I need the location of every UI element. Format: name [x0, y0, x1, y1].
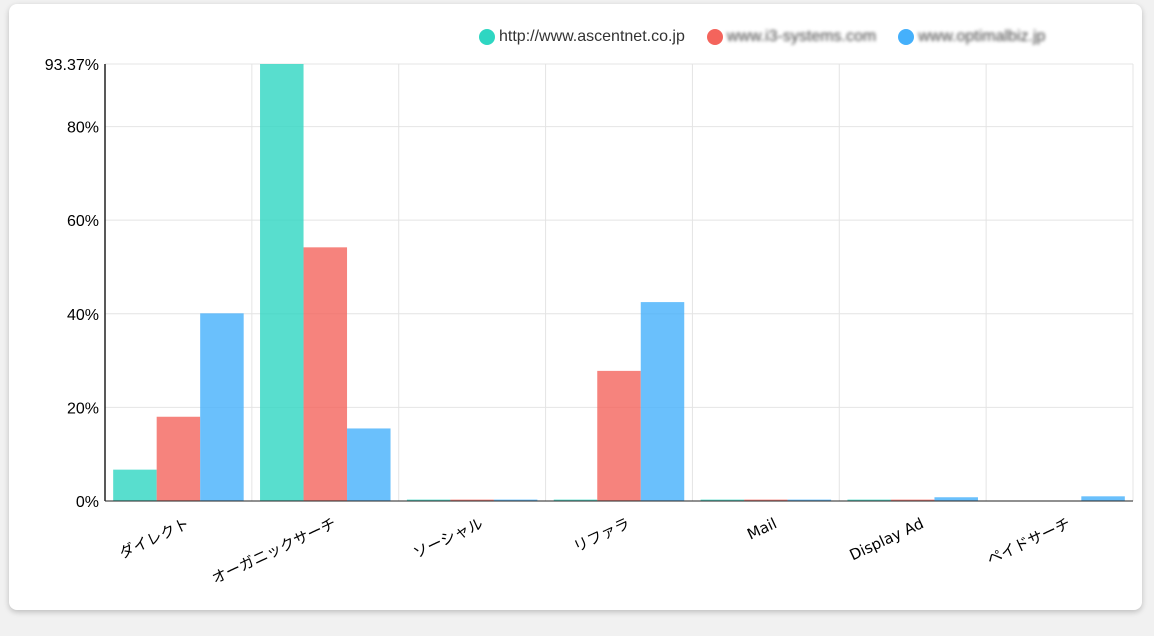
- bar: [640, 302, 685, 501]
- bar: [597, 370, 641, 501]
- bar: [847, 499, 891, 501]
- legend-color-swatch: [898, 29, 915, 45]
- bar: [260, 64, 304, 501]
- bar: [493, 499, 538, 501]
- bar: [787, 499, 832, 501]
- y-tick-label: 93.37%: [45, 57, 99, 74]
- legend-item[interactable]: http://www.ascentnet.co.jp: [479, 28, 685, 46]
- bar: [303, 247, 348, 501]
- bar: [406, 499, 451, 501]
- bar: [553, 499, 598, 501]
- bar: [934, 497, 978, 501]
- x-category-label: ダイレクト: [117, 514, 193, 562]
- x-category-label: ペイドサーチ: [984, 514, 1073, 568]
- x-category-label: Mail: [744, 514, 779, 543]
- bar: [450, 499, 494, 501]
- y-tick-label: 0%: [76, 494, 99, 511]
- bar: [156, 416, 201, 501]
- bar: [347, 428, 391, 501]
- bar: [744, 499, 788, 501]
- chart-legend: http://www.ascentnet.co.jp www.i3-systems…: [479, 28, 1067, 46]
- bar: [113, 469, 157, 501]
- legend-color-swatch: [706, 29, 723, 45]
- legend-label: www.i3-systems.com: [726, 28, 877, 45]
- y-tick-label: 60%: [67, 213, 99, 230]
- x-category-label: リファラ: [571, 514, 633, 556]
- bar: [1081, 496, 1125, 501]
- x-category-label: オーガニックサーチ: [209, 514, 339, 587]
- chart-card: http://www.ascentnet.co.jp www.i3-systems…: [9, 4, 1142, 610]
- y-tick-label: 20%: [67, 400, 99, 417]
- bar: [890, 499, 935, 501]
- legend-label: http://www.ascentnet.co.jp: [499, 28, 685, 45]
- bar: [200, 313, 244, 501]
- legend-item[interactable]: www.optimalbiz.jp: [898, 28, 1045, 46]
- y-tick-label: 40%: [67, 307, 99, 324]
- x-category-label: Display Ad: [847, 514, 927, 564]
- bar-chart: 0% 20% 40% 60% 80% 93.37% ダイレクト オーガニックサーチ ソーシャル リ…: [45, 57, 1134, 588]
- legend-item[interactable]: www.i3-systems.com: [706, 28, 877, 46]
- bar: [700, 499, 745, 501]
- x-category-label: ソーシャル: [411, 514, 486, 562]
- legend-color-swatch: [479, 29, 495, 45]
- y-tick-label: 80%: [67, 120, 99, 137]
- legend-label: www.optimalbiz.jp: [918, 28, 1046, 45]
